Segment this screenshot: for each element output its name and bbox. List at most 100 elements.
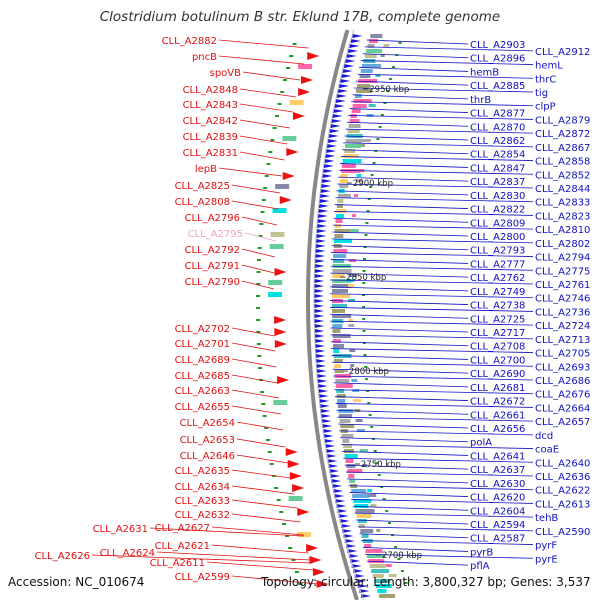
left-gene-label: CLL_A2634 [175,482,230,493]
gene-arrow [332,484,343,488]
gene-arrow [314,324,325,328]
tick-mark [268,151,273,153]
right-gene-label: dcd [535,431,553,442]
feature-band [368,559,385,563]
gene-arrow [314,304,325,308]
tick-mark [292,43,297,45]
forward-gene-arrow [285,448,298,456]
feature-band [341,434,354,438]
right-gene-label: hemB [470,67,499,78]
tick-mark [362,270,366,272]
feature-band [366,554,385,558]
backbone-arc [305,29,359,600]
right-leader-line [346,121,469,127]
feature-band [332,314,352,318]
feature-bands [256,34,408,598]
feature-band [353,99,372,103]
tick-mark [386,90,390,92]
right-leader-line [360,60,534,65]
feature-band [275,184,290,189]
right-gene-label: CLL_A2879 [535,115,590,126]
right-gene-label: CLL_A2661 [470,410,525,421]
right-gene-label: hemL [535,61,563,72]
feature-band [338,409,354,413]
right-gene-label: CLL_A2777 [470,259,525,270]
gene-arrow [316,369,327,373]
feature-band [364,54,377,58]
feature-band [338,414,352,418]
feature-band [336,204,343,208]
gene-arrow [327,139,338,143]
right-leader-line [352,505,469,511]
gene-arrow [314,279,325,283]
right-leader-line [351,101,534,107]
gene-arrow [336,504,347,508]
right-gene-label: CLL_A2761 [535,280,590,291]
feature-band [359,524,366,528]
feature-band [333,254,347,258]
right-gene-label: CLL_A2872 [535,129,590,140]
right-gene-label: coaE [535,445,559,456]
right-gene-label: clpP [535,102,556,113]
feature-band [343,444,353,448]
forward-gene-arrow [274,316,287,324]
gene-arrow [314,329,325,333]
tick-mark [364,234,368,236]
tick-mark [291,559,296,561]
feature-band [288,496,303,501]
feature-band [339,184,349,188]
gene-arrow [317,379,328,383]
gene-arrow [344,64,355,68]
right-leader-line [330,313,469,319]
tick-mark [280,91,285,93]
gene-arrow [319,199,330,203]
feature-band [368,494,377,497]
right-leader-line [335,403,534,408]
tick-mark [294,571,299,573]
backbone-inner-arc [313,29,364,600]
feature-band [273,400,288,405]
feature-band [355,509,375,513]
gene-arrow [314,264,325,268]
gene-arrow [323,169,334,173]
tick-mark [372,162,376,164]
gene-arrow [319,399,330,403]
feature-band [362,64,382,68]
tick-mark [394,546,398,548]
left-leader-line [231,513,301,523]
feature-band [298,64,313,69]
tick-mark [375,462,379,464]
feature-band [347,129,360,133]
left-leader-line [241,248,276,258]
right-gene-label: CLL_A2590 [535,527,590,538]
right-leader-line [331,245,469,251]
left-leader-line [241,280,275,290]
right-leader-line [331,238,534,244]
forward-gene-arrow [279,196,292,204]
right-leader-line [339,163,469,168]
left-gene-label: CLL_A2701 [175,339,230,350]
right-gene-label: CLL_A2877 [470,109,525,120]
right-gene-label: CLL_A2713 [535,335,590,346]
tick-mark [257,355,262,357]
right-leader-line [332,231,469,237]
feature-band [349,119,360,123]
left-leader-line [239,135,288,145]
right-gene-label: pyrB [470,547,493,558]
right-leader-line [330,265,534,271]
gene-arrow [329,129,340,133]
feature-band [332,279,352,283]
gene-arrow [334,104,345,108]
feature-band [366,114,374,117]
feature-band [297,532,312,537]
gene-arrow [339,519,350,523]
right-leader-line [340,437,469,443]
tick-mark [263,187,268,189]
gene-arrow [336,94,347,98]
gene-arrow [351,564,362,568]
left-leader-line [231,342,276,352]
right-gene-label: CLL_A2802 [535,239,590,250]
left-gene-label: CLL_A2825 [175,181,230,192]
right-leader-line [357,526,534,532]
right-gene-label: CLL_A2613 [535,499,590,510]
